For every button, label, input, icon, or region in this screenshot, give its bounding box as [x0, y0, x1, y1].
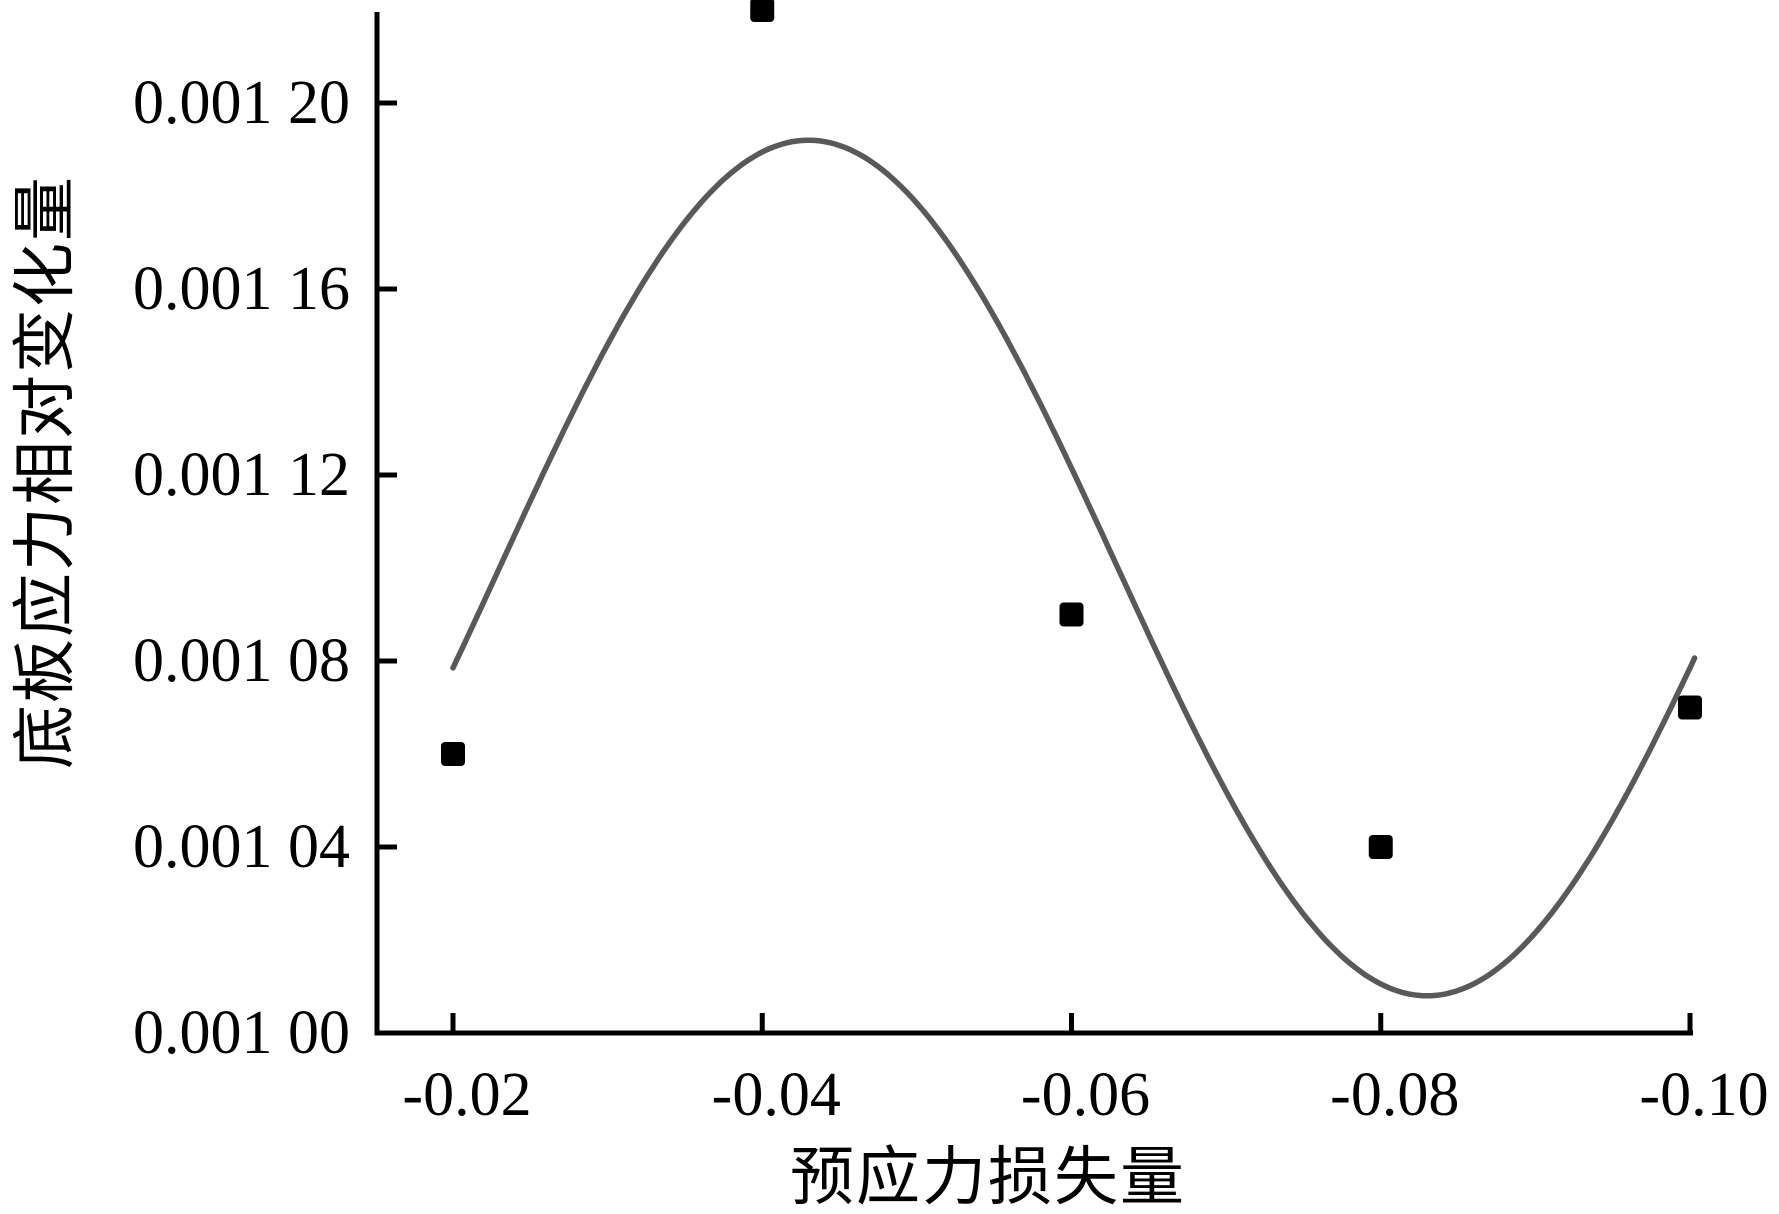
y-tick-label: 0.001 20 [133, 69, 350, 137]
x-tick-label: -0.10 [1639, 1061, 1769, 1129]
x-tick-label: -0.08 [1330, 1061, 1460, 1129]
x-tick-label: -0.06 [1020, 1061, 1151, 1129]
y-axis-title: 底板应力相对变化量 [10, 175, 81, 769]
y-tick-label: 0.001 04 [133, 813, 350, 881]
y-tick-label: 0.001 00 [133, 999, 350, 1067]
y-tick-label: 0.001 08 [133, 627, 350, 695]
y-tick-label: 0.001 12 [133, 441, 350, 509]
data-point-square [1678, 695, 1702, 720]
y-tick-label: 0.001 16 [133, 255, 350, 323]
data-point-square [750, 0, 775, 22]
x-tick-label: -0.02 [402, 1061, 532, 1129]
data-point-square [1059, 602, 1084, 627]
x-axis-title: 预应力损失量 [790, 1142, 1186, 1213]
x-tick-label: -0.04 [711, 1061, 841, 1129]
data-point-square [441, 742, 465, 766]
data-point-square [1368, 835, 1393, 859]
fitted-curve [450, 137, 1698, 999]
